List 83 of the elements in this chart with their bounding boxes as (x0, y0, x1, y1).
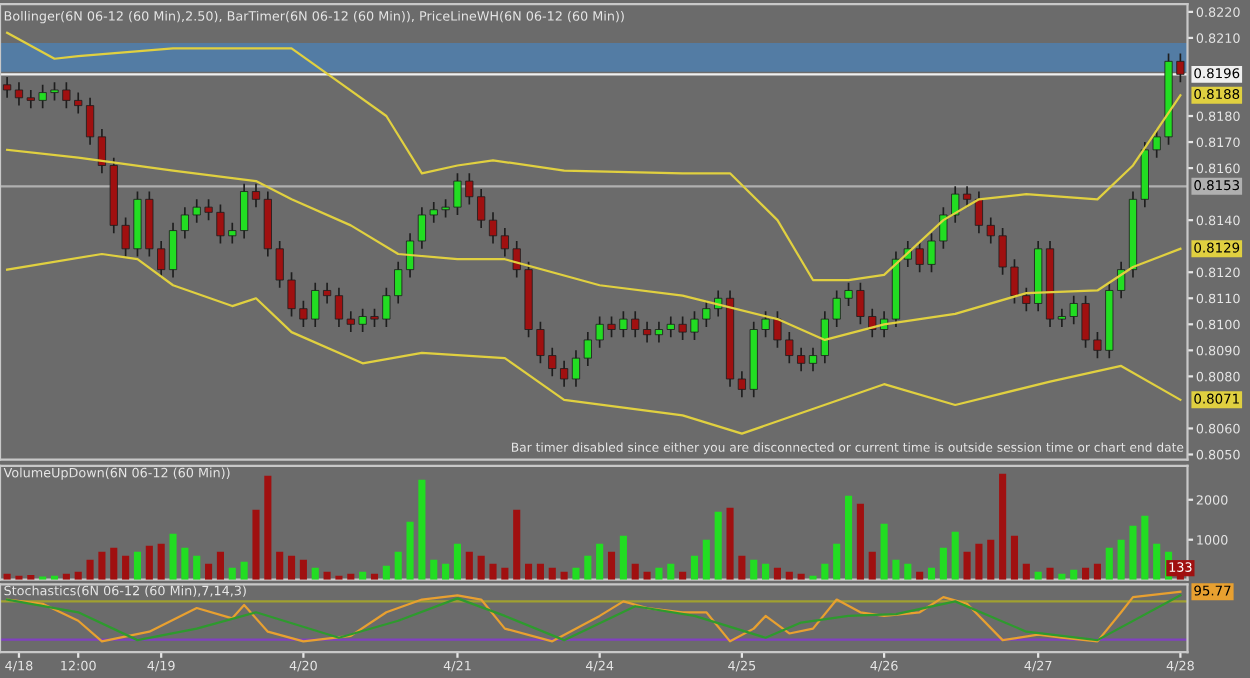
bar (1022, 563, 1030, 580)
bar (122, 555, 130, 580)
candlestick (808, 346, 818, 372)
bar (1082, 567, 1090, 580)
bar (442, 563, 450, 580)
bar (418, 479, 426, 580)
bar (868, 551, 876, 580)
bar (667, 563, 675, 580)
bar (276, 551, 284, 580)
bar (110, 547, 118, 580)
bar (702, 539, 710, 580)
bar (264, 475, 272, 580)
bar (726, 507, 734, 580)
bar (596, 543, 604, 580)
bar (738, 555, 746, 580)
candlestick (571, 349, 581, 388)
bar (904, 563, 912, 580)
bar (584, 555, 592, 580)
bar (750, 559, 758, 580)
bar (489, 563, 497, 580)
bar (607, 551, 616, 580)
bar (951, 531, 959, 580)
bar (892, 559, 900, 580)
bar (927, 567, 936, 580)
bar (98, 551, 106, 580)
bar (845, 495, 853, 580)
bar (572, 567, 580, 580)
bar (513, 509, 521, 580)
bar (157, 543, 165, 580)
bar (169, 533, 177, 580)
bar (252, 509, 260, 580)
bar (394, 551, 402, 580)
bar (1129, 525, 1137, 580)
bar (975, 543, 983, 580)
bar (1117, 539, 1125, 580)
bar (880, 523, 888, 580)
line-series (6, 31, 1182, 282)
bar (1010, 535, 1019, 580)
bar (963, 551, 971, 580)
bar (205, 563, 213, 580)
bar (406, 521, 414, 580)
bar (181, 547, 189, 580)
line-series (6, 252, 1182, 435)
bar (655, 567, 663, 580)
bar (382, 565, 390, 580)
bar (1046, 567, 1054, 580)
bar (240, 561, 248, 580)
bar (299, 559, 307, 580)
bar (536, 563, 544, 580)
bar (833, 543, 841, 580)
candlestick (488, 211, 498, 245)
bar (145, 545, 153, 580)
bar (821, 563, 829, 580)
bar (287, 555, 296, 580)
bar (477, 555, 485, 580)
bar (856, 503, 864, 580)
bar (86, 559, 94, 580)
bar (714, 511, 722, 580)
bar (465, 551, 473, 580)
bar (311, 567, 319, 580)
bar (228, 567, 236, 580)
bar (987, 539, 995, 580)
bar (939, 547, 947, 580)
candlestick (3, 76, 12, 99)
bar (501, 567, 509, 580)
bar (1141, 515, 1149, 580)
bar (773, 567, 781, 580)
bar (1105, 547, 1113, 580)
bar (1093, 563, 1101, 580)
bar (430, 559, 438, 580)
bar (1153, 543, 1161, 580)
bar (133, 551, 142, 580)
bar (216, 551, 224, 580)
bar (762, 563, 770, 580)
bar (690, 555, 699, 580)
bar (619, 535, 627, 580)
bar (999, 473, 1007, 580)
bar (453, 543, 462, 580)
bar (193, 555, 201, 580)
bar (548, 567, 556, 580)
bar (631, 563, 639, 580)
candlestick (251, 182, 261, 208)
bar (525, 563, 533, 580)
